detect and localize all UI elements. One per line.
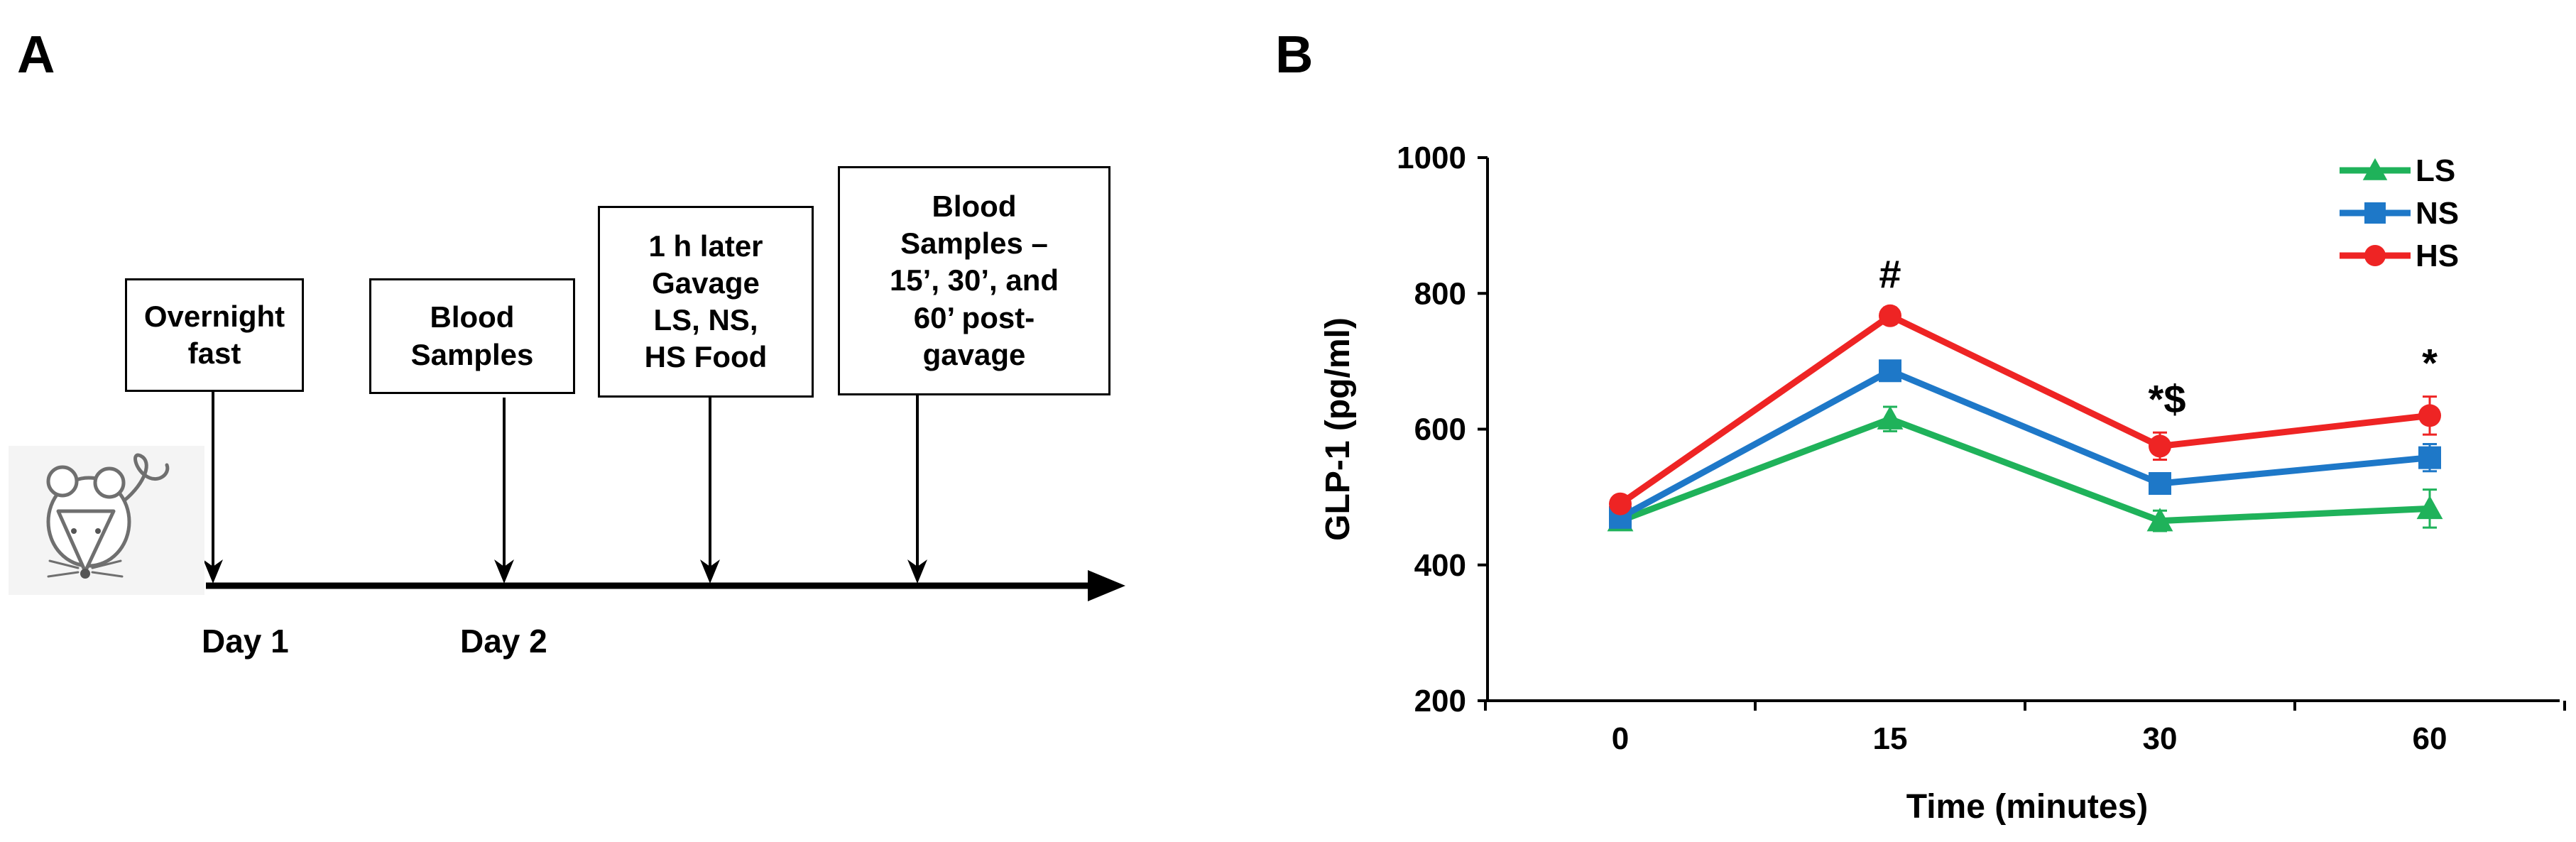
step-box-overnight-fast: Overnight fast xyxy=(125,278,304,392)
hs-data-point xyxy=(2418,404,2441,427)
y-tick-label: 800 xyxy=(1414,276,1466,311)
legend-label: LS xyxy=(2416,153,2455,188)
ns-data-point xyxy=(1879,359,1901,383)
legend-label: NS xyxy=(2416,196,2459,231)
panel-a-label: A xyxy=(17,25,55,84)
ls-series-line xyxy=(1619,415,2430,525)
step-box-post-gavage-samples: Blood Samples – 15’, 30’, and 60’ post- … xyxy=(838,166,1110,395)
panel-b-label: B xyxy=(1275,25,1314,84)
y-tick-label: 400 xyxy=(1414,548,1466,583)
y-axis-title: GLP-1 (pg/ml) xyxy=(1319,317,1357,541)
legend-marker xyxy=(2364,202,2386,224)
y-tick-label: 600 xyxy=(1414,412,1466,447)
x-tick-label: 0 xyxy=(1612,721,1629,756)
ns-data-point xyxy=(2418,446,2441,469)
x-tick-label: 30 xyxy=(2143,721,2178,756)
hs-data-point xyxy=(2149,434,2171,458)
timeline-diagram xyxy=(9,389,1125,601)
hs-series-line xyxy=(1618,312,2430,507)
step-box-blood-samples: Blood Samples xyxy=(369,278,575,394)
arrowhead-2 xyxy=(494,559,514,584)
day-2-label: Day 2 xyxy=(460,623,547,660)
legend-marker xyxy=(2362,158,2388,180)
step-text: Blood Samples xyxy=(410,300,534,371)
significance-annotation: * xyxy=(2422,341,2438,386)
arrowhead-4 xyxy=(907,559,927,584)
timeline-arrow-head xyxy=(1088,570,1125,601)
arrowhead-3 xyxy=(700,559,720,584)
day-1-label: Day 1 xyxy=(202,623,289,660)
ns-series-line xyxy=(1618,367,2430,520)
step-text: Overnight fast xyxy=(143,299,285,370)
significance-annotation: *$ xyxy=(2149,376,2186,421)
legend-marker xyxy=(2364,245,2386,266)
mouse-icon xyxy=(9,446,204,595)
x-tick-label: 60 xyxy=(2413,721,2447,756)
x-axis-title: Time (minutes) xyxy=(1906,788,2149,826)
hs-data-point xyxy=(1609,492,1632,515)
legend-label: HS xyxy=(2416,239,2459,273)
hs-data-point xyxy=(1879,304,1901,327)
significance-annotation: # xyxy=(1879,251,1901,296)
step-box-gavage: 1 h later Gavage LS, NS, HS Food xyxy=(598,206,814,398)
y-tick-label: 1000 xyxy=(1397,141,1466,175)
arrowhead-1 xyxy=(203,559,223,584)
ls-data-point xyxy=(2416,495,2443,520)
ls-data-point xyxy=(2146,508,2173,532)
ns-data-point xyxy=(2149,472,2171,495)
step-text: Blood Samples – 15’, 30’, and 60’ post- … xyxy=(889,190,1059,371)
y-tick-label: 200 xyxy=(1414,684,1466,718)
step-text: 1 h later Gavage LS, NS, HS Food xyxy=(644,229,768,374)
x-tick-label: 15 xyxy=(1873,721,1908,756)
ls-data-point xyxy=(1877,405,1904,430)
